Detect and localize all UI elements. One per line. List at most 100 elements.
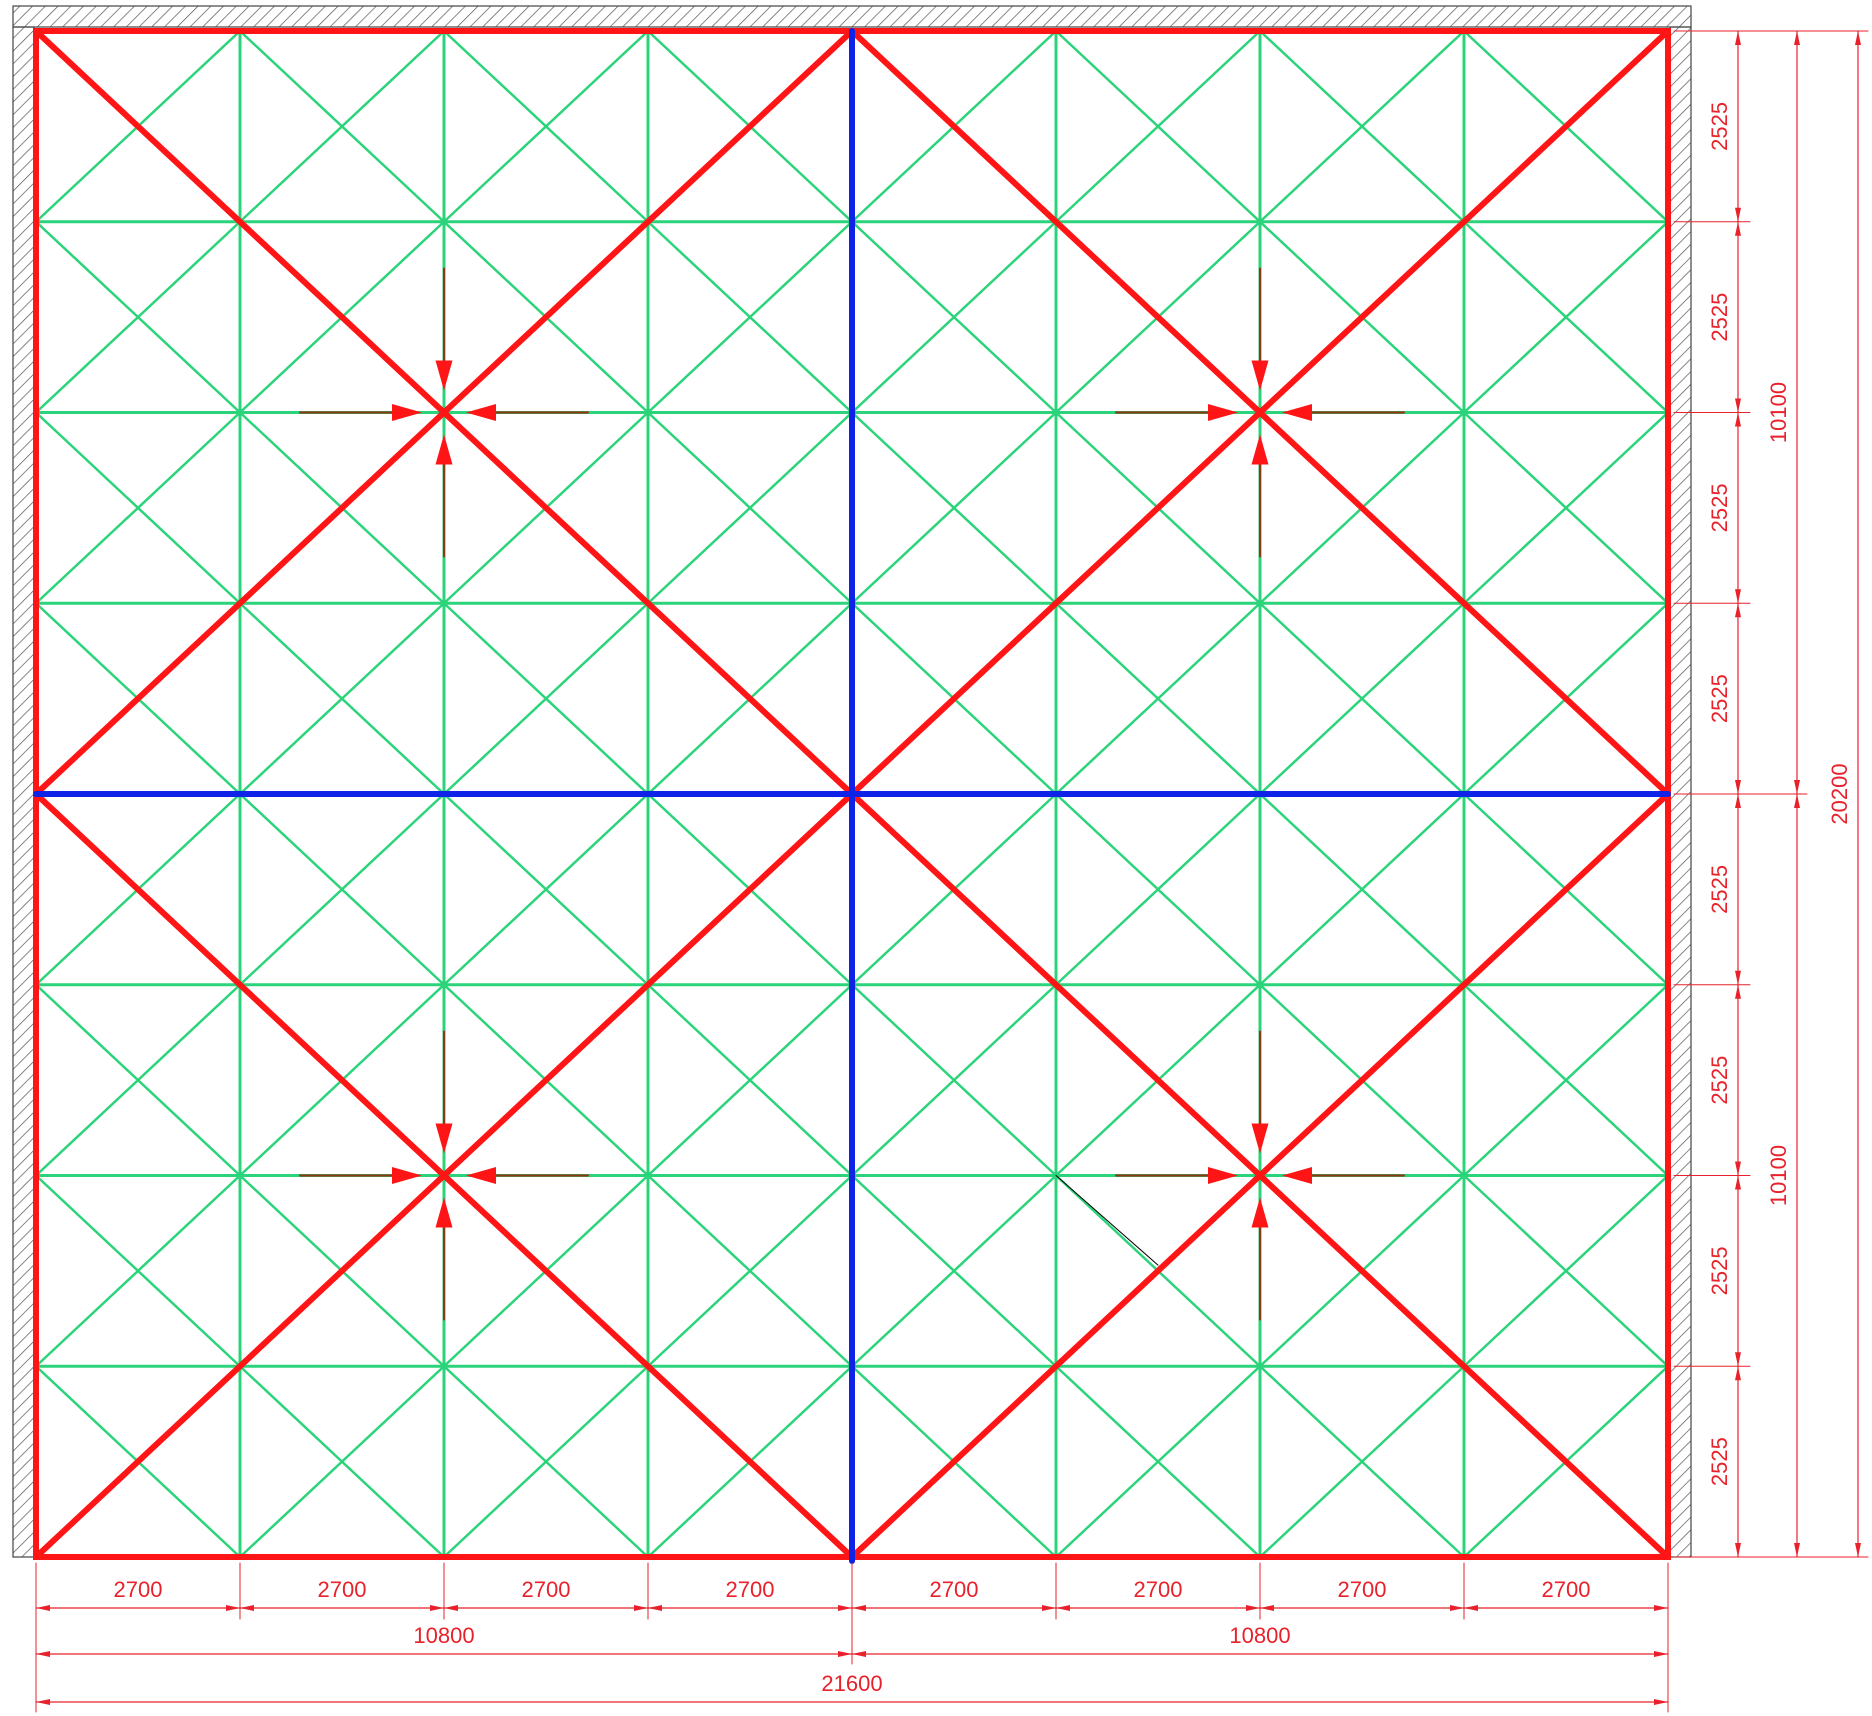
dimension-arrowhead [1654,1651,1668,1657]
grid-diagonal-line [34,983,242,1177]
grid-diagonal-line [1258,1365,1466,1559]
dimension-label: 2700 [726,1577,775,1602]
load-arrow-head [392,1167,422,1184]
dimension-label: 10800 [1229,1623,1290,1648]
diagonal-beam [33,791,855,1560]
dimension-label: 2525 [1707,1437,1732,1486]
dimension-label: 2700 [1134,1577,1183,1602]
dimension-label: 10100 [1766,1145,1791,1206]
dimension-arrowhead [36,1651,50,1657]
dimension-arrowhead [1246,1605,1260,1611]
dimension-arrowhead [838,1605,852,1611]
load-arrow-head [435,1123,453,1154]
dimension-arrowhead [1260,1605,1274,1611]
dimension-arrowhead [1735,412,1741,427]
dimension-layer: 2700 2700 2700 2700 2700 2700 2700 2700 10800 108… [35,30,1869,1713]
grid-diagonal-line [1258,792,1466,986]
dimension-arrowhead [36,1605,50,1611]
grid-diagonal-line [1054,1365,1262,1559]
dimension-label: 10800 [413,1623,474,1648]
diagonal-beam [33,28,855,797]
dimension-arrowhead [1735,1175,1741,1190]
dimension-label: 2525 [1707,1056,1732,1105]
dimension-label: 2525 [1707,674,1732,723]
dimension-label: 20200 [1827,763,1852,824]
dimension-label: 10100 [1766,382,1791,443]
dimension-arrowhead [1735,398,1741,413]
grid-diagonal-line [850,983,1058,1177]
dimension-label: 2525 [1707,293,1732,342]
blue-axis-layer [33,28,1671,1564]
dimension-arrowhead [1735,589,1741,604]
dimension-arrowhead [1794,794,1800,808]
dimension-label: 2700 [114,1577,163,1602]
dimension-arrowhead [1735,603,1741,618]
grid-diagonal-line [1462,411,1670,605]
dimension-arrowhead [1735,1161,1741,1176]
grid-diagonal-line [850,411,1058,605]
dimension-label: 2525 [1707,865,1732,914]
dimension-arrowhead [852,1605,866,1611]
load-arrow-head [1208,404,1238,421]
grid-diagonal-line [1462,220,1670,414]
load-arrow-head [1251,1197,1269,1228]
dimension-arrowhead [1735,984,1741,999]
dimension-label: 2700 [930,1577,979,1602]
dimension-arrowhead [1794,31,1800,45]
dimension-arrowhead [1735,207,1741,222]
wall-top [12,5,1692,28]
dimension-arrowhead [1735,1352,1741,1367]
load-arrow-head [435,1197,453,1228]
dimension-arrowhead [1735,31,1741,45]
dimension-arrowhead [1855,1543,1861,1557]
dimension-arrowhead [1855,31,1861,45]
dimension-arrowhead [1735,1366,1741,1381]
dimension-arrowhead [1735,221,1741,236]
dimension-arrowhead [430,1605,444,1611]
grid-diagonal-line [1054,602,1262,796]
load-arrow-head [435,434,453,465]
dimension-label: 2700 [318,1577,367,1602]
load-arrow-head [1282,404,1312,421]
grid-diagonal-line [34,411,242,605]
grid-diagonal-line [1258,29,1466,223]
dimension-arrowhead [838,1651,852,1657]
grid-diagonal-line [442,602,650,796]
diagonal-beam [849,28,1671,797]
leader-line [1055,1175,1159,1266]
dimension-arrowhead [1042,1605,1056,1611]
grid-diagonal-line [442,1365,650,1559]
load-arrow-head [466,1167,496,1184]
dimension-arrowhead [852,1651,866,1657]
load-arrow-head [1282,1167,1312,1184]
grid-diagonal-line [34,1174,242,1368]
grid-diagonal-line [646,220,854,414]
dimension-arrowhead [1654,1605,1668,1611]
dimension-arrowhead [1794,780,1800,794]
grid-diagonal-line [1054,29,1262,223]
red-beam-layer [33,28,1671,1560]
load-arrow-layer [299,267,1405,1321]
dimension-arrowhead [444,1605,458,1611]
load-arrow-head [1251,360,1269,391]
grid-diagonal-line [850,1174,1058,1368]
dimension-arrowhead [226,1605,240,1611]
dimension-arrowhead [240,1605,254,1611]
dimension-label: 2700 [1338,1577,1387,1602]
grid-diagonal-line [850,220,1058,414]
dimension-arrowhead [1735,1543,1741,1557]
dimension-arrowhead [1464,1605,1478,1611]
grid-diagonal-line [238,602,446,796]
grid-diagonal-line [442,29,650,223]
dimension-label: 2700 [1542,1577,1591,1602]
grid-diagonal-line [1054,792,1262,986]
dimension-arrowhead [36,1699,50,1705]
load-arrow-head [1251,434,1269,465]
grid-diagonal-line [238,29,446,223]
load-arrow-head [1251,1123,1269,1154]
dimension-arrowhead [634,1605,648,1611]
dimension-arrowhead [1654,1699,1668,1705]
grid-diagonal-line [646,411,854,605]
dimension-label: 2700 [522,1577,571,1602]
